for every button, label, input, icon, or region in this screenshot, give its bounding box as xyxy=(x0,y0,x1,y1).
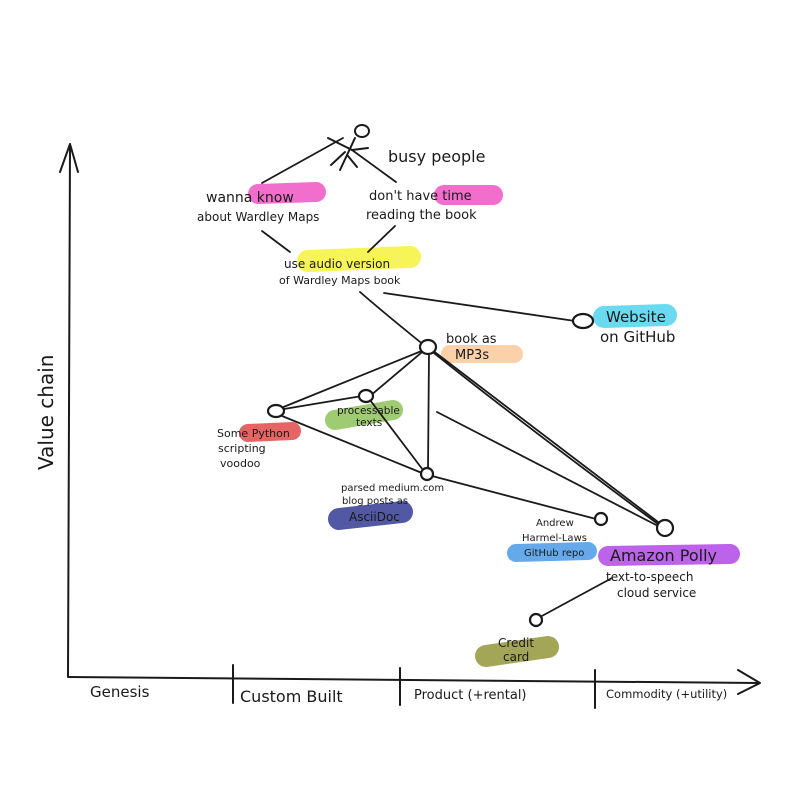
label-mp3-b: MP3s xyxy=(455,348,489,363)
link-mp3-python xyxy=(280,349,425,409)
link-python-asciidoc xyxy=(281,415,423,474)
highlight-repo xyxy=(507,542,597,562)
label-audio-b: of Wardley Maps book xyxy=(279,274,401,287)
label-need1-a: wanna know xyxy=(206,190,294,206)
label-asciidoc-a: parsed medium.com xyxy=(341,483,444,494)
node-texts xyxy=(357,388,375,404)
node-asciidoc xyxy=(419,466,435,482)
highlight-website xyxy=(593,304,677,328)
user-figure-icon xyxy=(327,124,370,171)
label-polly-c: cloud service xyxy=(617,586,696,600)
label-python-c: voodoo xyxy=(220,457,261,470)
link-texts-python xyxy=(283,395,363,410)
label-texts-a: processable xyxy=(337,405,400,417)
x-axis-arrow xyxy=(737,669,761,695)
node-repo xyxy=(593,511,609,527)
label-repo-b: Harmel-Laws xyxy=(522,533,587,544)
stage-genesis: Genesis xyxy=(90,683,150,701)
link-mp3-asciidoc xyxy=(427,352,430,471)
label-need1-b: about Wardley Maps xyxy=(197,210,319,224)
node-python xyxy=(266,403,286,419)
label-mp3-a: book as xyxy=(446,332,497,347)
highlight-card xyxy=(475,636,559,667)
label-card-a: Credit xyxy=(498,636,534,650)
link-user-time xyxy=(351,149,397,183)
axes xyxy=(59,143,761,709)
link-audio-polly xyxy=(359,291,663,528)
highlight-know xyxy=(248,182,326,204)
node-mp3 xyxy=(418,338,438,356)
node-website xyxy=(571,312,595,330)
label-audio-a: use audio version xyxy=(284,257,390,271)
label-user: busy people xyxy=(388,147,485,166)
label-card-b: card xyxy=(503,650,529,664)
link-mp3-texts xyxy=(369,346,429,397)
link-user-know xyxy=(261,137,344,184)
link-mp3-polly xyxy=(431,349,663,526)
label-website-a: Website xyxy=(606,308,666,326)
link-time-audio xyxy=(367,225,396,253)
link-polly-card xyxy=(539,577,613,618)
stage-product: Product (+rental) xyxy=(414,688,527,703)
nodes xyxy=(266,312,675,628)
label-asciidoc-b: blog posts as xyxy=(342,496,408,507)
highlight-audio xyxy=(297,246,421,272)
label-repo-c: GitHub repo xyxy=(524,548,584,559)
label-need2-a: don't have time xyxy=(369,189,472,204)
x-axis xyxy=(67,676,759,684)
label-repo-a: Andrew xyxy=(536,518,574,529)
label-python-a: Some Python xyxy=(217,427,290,440)
link-know-audio xyxy=(261,230,291,253)
node-polly xyxy=(655,518,675,538)
label-website-b: on GitHub xyxy=(600,328,675,346)
y-axis-label: Value chain xyxy=(34,355,58,470)
highlight-polly xyxy=(598,544,740,566)
link-audio-website xyxy=(383,292,576,322)
link-asciidoc-repo xyxy=(431,475,597,520)
link-texts-polly xyxy=(436,411,661,528)
stage-commodity: Commodity (+utility) xyxy=(606,687,727,701)
highlight-python xyxy=(239,422,301,442)
highlight-asciidoc xyxy=(328,501,413,530)
label-texts-b: texts xyxy=(356,417,382,429)
link-texts-asciidoc xyxy=(369,399,424,471)
label-asciidoc-c: AsciiDoc xyxy=(349,510,400,524)
stage-custom: Custom Built xyxy=(240,687,343,706)
highlight-texts xyxy=(325,400,403,430)
highlights xyxy=(239,182,740,667)
label-polly-a: Amazon Polly xyxy=(610,546,717,565)
y-axis xyxy=(67,145,71,677)
label-polly-b: text-to-speech xyxy=(606,570,693,584)
links xyxy=(261,137,663,618)
y-axis-arrow xyxy=(59,143,79,173)
label-python-b: scripting xyxy=(218,442,266,455)
node-card xyxy=(528,612,544,628)
label-need2-b: reading the book xyxy=(366,208,477,223)
